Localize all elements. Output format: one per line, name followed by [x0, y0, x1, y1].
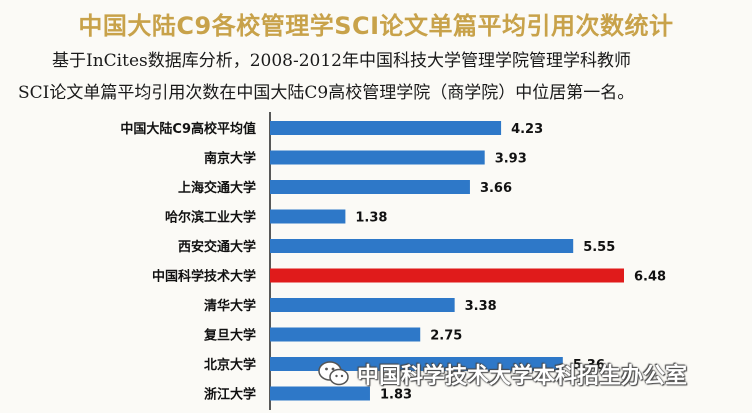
- category-label: 北京大学: [204, 357, 256, 373]
- subtitle-line-2: SCI论文单篇平均引用次数在中国大陆C9高校管理学院（商学院）中位居第一名。: [18, 83, 635, 103]
- bar: [270, 239, 574, 253]
- category-label: 中国大陆C9高校平均值: [120, 121, 256, 137]
- watermark: 中国科学技术大学本科招生办公室: [317, 359, 687, 389]
- bar: [270, 327, 421, 342]
- category-label: 西安交通大学: [178, 239, 256, 255]
- value-label: 3.93: [495, 152, 527, 167]
- category-label: 哈尔滨工业大学: [165, 210, 256, 226]
- bar: [270, 386, 370, 401]
- value-labels: 4.23 3.93 3.66 1.38 5.55 6.48 3.382.75 5.36 1.83: [355, 122, 666, 403]
- category-labels: 中国大陆C9高校平均值南京大学上海交通大学哈尔滨工业大学西安交通大学中国科学技术…: [120, 121, 256, 403]
- bar: [270, 357, 563, 371]
- category-label: 中国科学技术大学: [152, 269, 256, 285]
- category-label: 上海交通大学: [178, 180, 256, 196]
- value-label: 5.55: [583, 240, 615, 255]
- bar: [270, 209, 346, 224]
- wechat-icon: [318, 361, 349, 386]
- value-label: 3.66: [480, 181, 512, 196]
- bar-highlighted: [270, 268, 624, 283]
- bar: [270, 180, 470, 194]
- chart-title: 中国大陆C9各校管理学SCI论文单篇平均引用次数统计: [78, 12, 674, 40]
- value-label: 5.36: [573, 358, 605, 373]
- value-label: 2.75: [430, 329, 462, 344]
- bar: [270, 121, 502, 135]
- category-label: 浙江大学: [204, 387, 256, 403]
- value-label: 4.23: [511, 122, 543, 137]
- value-label: 6.48: [634, 270, 666, 285]
- category-label: 清华大学: [204, 298, 256, 314]
- bar: [270, 150, 485, 165]
- watermark-text: 中国科学技术大学本科招生办公室: [357, 364, 688, 389]
- category-label: 南京大学: [204, 151, 256, 167]
- value-label: 1.38: [355, 211, 387, 226]
- subtitle-line-1: 基于InCites数据库分析，2008-2012年中国科技大学管理学院管理学科教…: [52, 51, 631, 71]
- bar: [270, 298, 455, 312]
- value-label: 3.38: [465, 299, 497, 314]
- value-label: 1.83: [380, 388, 412, 403]
- category-label: 复旦大学: [203, 328, 256, 344]
- bars: [270, 121, 624, 401]
